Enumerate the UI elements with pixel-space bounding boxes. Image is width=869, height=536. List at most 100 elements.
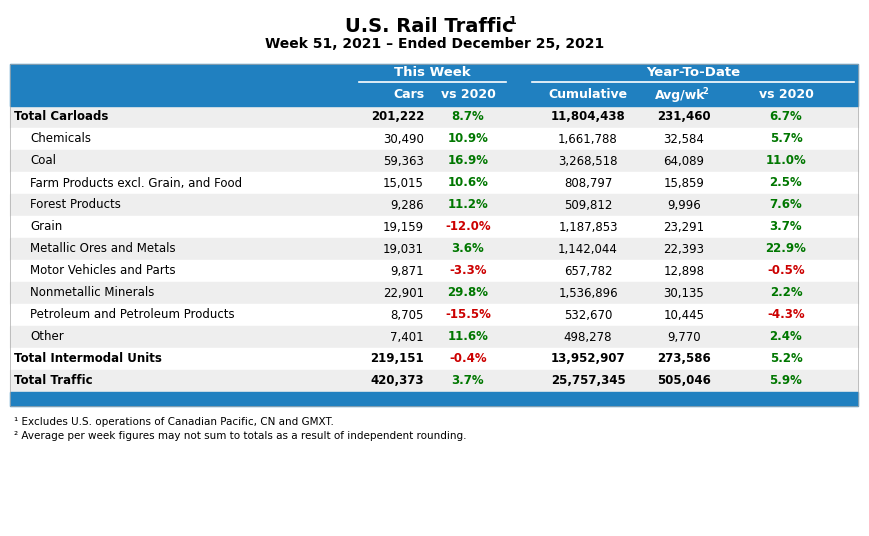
Text: 219,151: 219,151 <box>370 353 424 366</box>
Text: 12,898: 12,898 <box>664 264 705 278</box>
Text: 9,871: 9,871 <box>390 264 424 278</box>
Text: Farm Products excl. Grain, and Food: Farm Products excl. Grain, and Food <box>30 176 242 190</box>
Text: Cumulative: Cumulative <box>548 88 627 101</box>
Bar <box>10 238 858 260</box>
Bar <box>10 172 858 194</box>
Bar <box>10 370 858 392</box>
Text: 2: 2 <box>702 86 708 95</box>
Text: 420,373: 420,373 <box>370 375 424 388</box>
Text: -4.3%: -4.3% <box>767 309 805 322</box>
Bar <box>10 106 858 128</box>
Text: 8,705: 8,705 <box>391 309 424 322</box>
Text: Nonmetallic Minerals: Nonmetallic Minerals <box>30 287 155 300</box>
Bar <box>10 64 858 406</box>
Text: Avg/wk: Avg/wk <box>654 88 706 101</box>
Text: 10.6%: 10.6% <box>448 176 488 190</box>
Text: ² Average per week figures may not sum to totals as a result of independent roun: ² Average per week figures may not sum t… <box>14 431 467 441</box>
Text: 2.5%: 2.5% <box>770 176 802 190</box>
Text: 8.7%: 8.7% <box>452 110 484 123</box>
Text: 1: 1 <box>508 16 516 26</box>
Text: 10,445: 10,445 <box>664 309 705 322</box>
Text: 808,797: 808,797 <box>564 176 612 190</box>
Text: 22.9%: 22.9% <box>766 242 806 256</box>
Text: -12.0%: -12.0% <box>445 220 491 234</box>
Text: 3.7%: 3.7% <box>770 220 802 234</box>
Text: Forest Products: Forest Products <box>30 198 121 212</box>
Text: U.S. Rail Traffic: U.S. Rail Traffic <box>345 17 514 35</box>
Text: 30,490: 30,490 <box>383 132 424 145</box>
Bar <box>10 150 858 172</box>
Text: Motor Vehicles and Parts: Motor Vehicles and Parts <box>30 264 176 278</box>
Text: 25,757,345: 25,757,345 <box>551 375 626 388</box>
Bar <box>10 194 858 216</box>
Text: 532,670: 532,670 <box>564 309 612 322</box>
Text: 10.9%: 10.9% <box>448 132 488 145</box>
Text: Grain: Grain <box>30 220 63 234</box>
Text: 9,286: 9,286 <box>390 198 424 212</box>
Text: 2.4%: 2.4% <box>770 331 802 344</box>
Text: 5.2%: 5.2% <box>770 353 802 366</box>
Text: 509,812: 509,812 <box>564 198 612 212</box>
Text: 19,031: 19,031 <box>383 242 424 256</box>
Text: 19,159: 19,159 <box>383 220 424 234</box>
Text: 7,401: 7,401 <box>390 331 424 344</box>
Text: Petroleum and Petroleum Products: Petroleum and Petroleum Products <box>30 309 235 322</box>
Text: 32,584: 32,584 <box>664 132 705 145</box>
Text: 11,804,438: 11,804,438 <box>551 110 626 123</box>
Bar <box>10 348 858 370</box>
Text: Total Traffic: Total Traffic <box>14 375 93 388</box>
Text: 1,142,044: 1,142,044 <box>558 242 618 256</box>
Text: 13,952,907: 13,952,907 <box>551 353 626 366</box>
Text: 11.2%: 11.2% <box>448 198 488 212</box>
Text: 7.6%: 7.6% <box>770 198 802 212</box>
Text: Coal: Coal <box>30 154 56 167</box>
Text: 5.7%: 5.7% <box>770 132 802 145</box>
Bar <box>10 216 858 238</box>
Text: 3.7%: 3.7% <box>452 375 484 388</box>
Text: 22,393: 22,393 <box>664 242 705 256</box>
Text: This Week: This Week <box>395 66 471 79</box>
Bar <box>10 64 858 106</box>
Text: -3.3%: -3.3% <box>449 264 487 278</box>
Text: 505,046: 505,046 <box>657 375 711 388</box>
Text: vs 2020: vs 2020 <box>759 88 813 101</box>
Bar <box>10 128 858 150</box>
Text: 6.7%: 6.7% <box>770 110 802 123</box>
Text: 30,135: 30,135 <box>664 287 705 300</box>
Text: Cars: Cars <box>393 88 424 101</box>
Text: 1,661,788: 1,661,788 <box>558 132 618 145</box>
Text: Total Intermodal Units: Total Intermodal Units <box>14 353 162 366</box>
Text: 16.9%: 16.9% <box>448 154 488 167</box>
Text: 231,460: 231,460 <box>657 110 711 123</box>
Text: 11.6%: 11.6% <box>448 331 488 344</box>
Text: 2.2%: 2.2% <box>770 287 802 300</box>
Text: ¹ Excludes U.S. operations of Canadian Pacific, CN and GMXT.: ¹ Excludes U.S. operations of Canadian P… <box>14 417 334 427</box>
Text: 1,187,853: 1,187,853 <box>558 220 618 234</box>
Text: 15,015: 15,015 <box>383 176 424 190</box>
Text: 273,586: 273,586 <box>657 353 711 366</box>
Text: 29.8%: 29.8% <box>448 287 488 300</box>
Bar <box>10 260 858 282</box>
Text: 22,901: 22,901 <box>383 287 424 300</box>
Text: 3,268,518: 3,268,518 <box>558 154 618 167</box>
Text: 59,363: 59,363 <box>383 154 424 167</box>
Bar <box>10 304 858 326</box>
Bar <box>10 326 858 348</box>
Text: 498,278: 498,278 <box>564 331 613 344</box>
Text: 64,089: 64,089 <box>664 154 705 167</box>
Text: 201,222: 201,222 <box>370 110 424 123</box>
Text: 9,770: 9,770 <box>667 331 700 344</box>
Text: 9,996: 9,996 <box>667 198 701 212</box>
Text: 11.0%: 11.0% <box>766 154 806 167</box>
Bar <box>10 392 858 406</box>
Text: Week 51, 2021 – Ended December 25, 2021: Week 51, 2021 – Ended December 25, 2021 <box>265 37 604 51</box>
Text: -0.4%: -0.4% <box>449 353 487 366</box>
Text: vs 2020: vs 2020 <box>441 88 495 101</box>
Text: 657,782: 657,782 <box>564 264 613 278</box>
Text: Other: Other <box>30 331 63 344</box>
Text: 23,291: 23,291 <box>663 220 705 234</box>
Text: 15,859: 15,859 <box>664 176 705 190</box>
Text: Metallic Ores and Metals: Metallic Ores and Metals <box>30 242 176 256</box>
Text: Chemicals: Chemicals <box>30 132 91 145</box>
Text: 3.6%: 3.6% <box>452 242 484 256</box>
